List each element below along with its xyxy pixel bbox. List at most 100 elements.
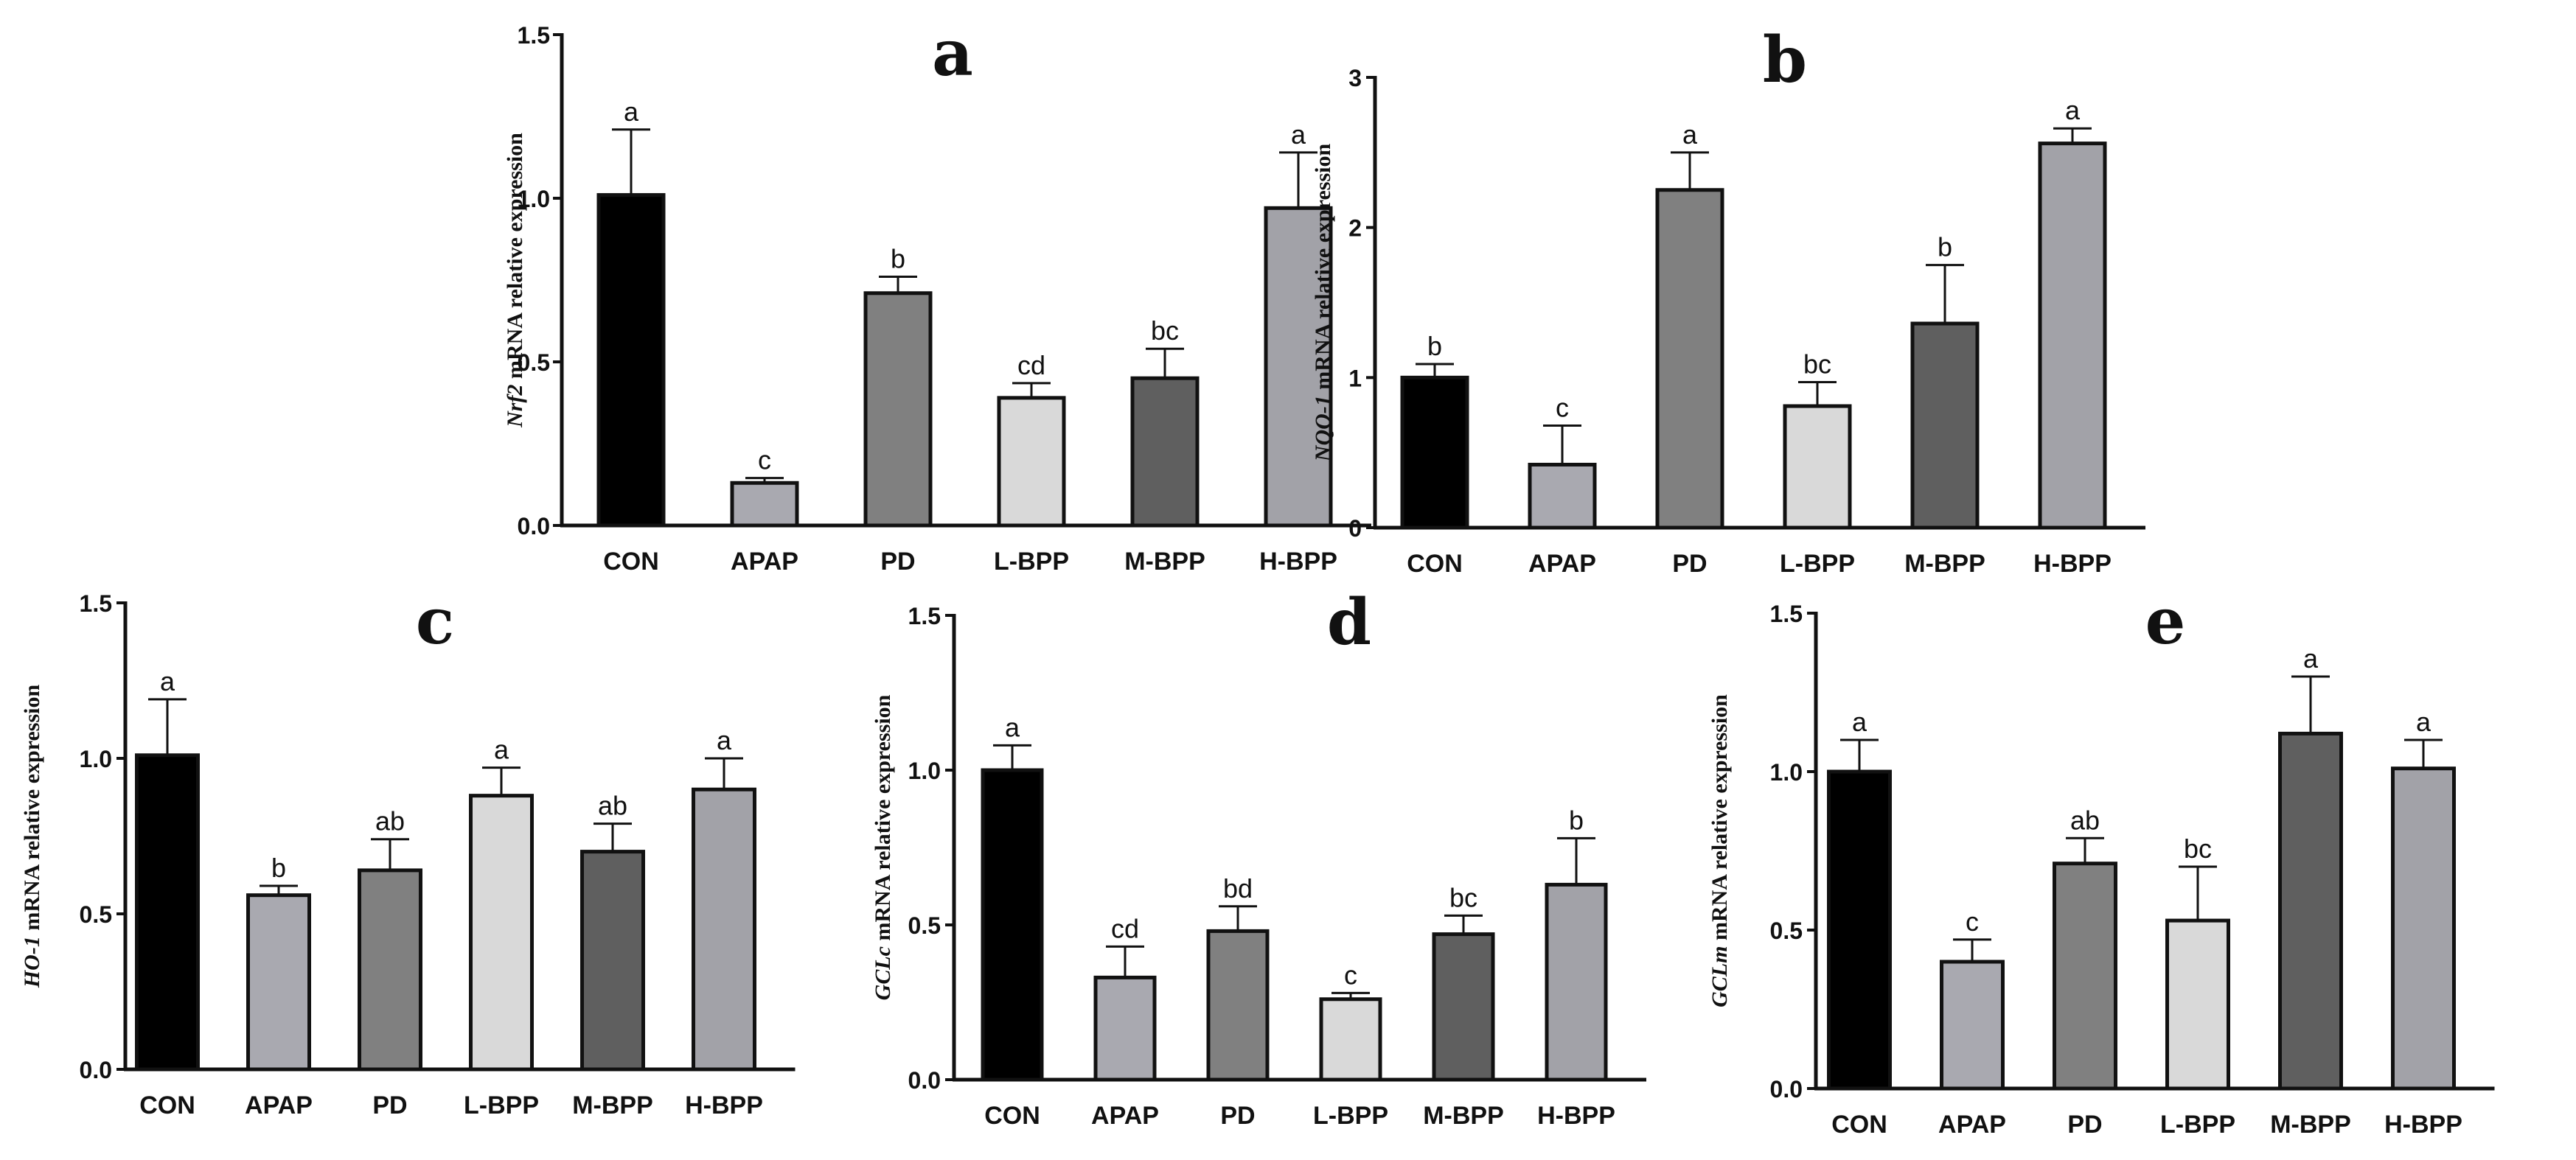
significance-label: ab xyxy=(375,806,405,836)
category-label: L-BPP xyxy=(464,1091,539,1119)
category-label: H-BPP xyxy=(1259,548,1337,576)
bar-l-bpp xyxy=(469,794,534,1072)
bar-h-bpp xyxy=(1545,882,1608,1082)
y-tick-label: 0.0 xyxy=(518,513,550,539)
y-axis-label-suffix: mRNA relative expression xyxy=(20,685,44,937)
significance-label: b xyxy=(1427,331,1442,361)
category-label: APAP xyxy=(1528,550,1596,578)
category-label: H-BPP xyxy=(1537,1102,1615,1130)
bar-apap xyxy=(1940,960,2005,1091)
significance-label: a xyxy=(717,725,732,755)
category-label: H-BPP xyxy=(685,1091,763,1119)
y-axis-label: Nrf2 mRNA relative expression xyxy=(503,133,527,428)
bar-l-bpp xyxy=(2165,918,2230,1091)
significance-label: ab xyxy=(2070,805,2100,835)
bar-pd xyxy=(1655,188,1724,530)
bar-con xyxy=(1400,375,1469,530)
y-tick-label: 1.0 xyxy=(1770,759,1803,786)
category-label: L-BPP xyxy=(2160,1111,2235,1139)
bar-m-bpp xyxy=(1130,376,1200,528)
chart-panel-d: a CON cd APAP bd PD c L-BPP bc M-BPP b H-BPP 0.0 0.5 1… xyxy=(871,585,1646,1130)
y-tick-label: 0.0 xyxy=(80,1057,112,1083)
significance-label: c xyxy=(1966,906,1979,937)
y-tick-label: 1.0 xyxy=(80,746,112,772)
significance-label: a xyxy=(2416,707,2431,737)
y-tick-label: 1.5 xyxy=(80,590,112,617)
y-axis-label-gene: NQO-1 xyxy=(1311,395,1335,462)
y-axis-label-gene: Nrf2 xyxy=(503,385,527,428)
y-axis-label: GCLm mRNA relative expression xyxy=(1708,694,1732,1007)
significance-label: bc xyxy=(2184,834,2212,864)
bar-h-bpp xyxy=(2038,141,2107,530)
significance-label: bc xyxy=(1449,882,1477,912)
y-axis-label-suffix: mRNA relative expression xyxy=(1311,144,1335,396)
y-tick-label: 3 xyxy=(1348,65,1362,91)
bar-pd xyxy=(358,868,422,1072)
y-tick-label: 1.5 xyxy=(518,22,550,49)
category-label: PD xyxy=(1672,550,1707,578)
significance-label: bc xyxy=(1803,349,1831,379)
bar-con xyxy=(1827,769,1892,1091)
category-label: APAP xyxy=(731,548,798,576)
bar-pd xyxy=(863,291,933,528)
significance-label: a xyxy=(494,735,509,765)
panel-letter: d xyxy=(1327,585,1371,660)
significance-label: a xyxy=(2065,95,2081,125)
category-label: M-BPP xyxy=(572,1091,653,1119)
y-axis-label: GCLc mRNA relative expression xyxy=(871,694,895,1000)
y-tick-label: 0.0 xyxy=(1770,1076,1803,1103)
bar-apap xyxy=(246,893,311,1072)
y-tick-label: 1.0 xyxy=(908,758,941,784)
category-label: PD xyxy=(372,1091,407,1119)
y-axis-label-gene: GCLm xyxy=(1708,946,1732,1007)
significance-label: c xyxy=(758,445,771,475)
category-label: L-BPP xyxy=(1780,550,1855,578)
bar-apap xyxy=(1528,462,1597,530)
significance-label: a xyxy=(1005,712,1020,742)
category-label: CON xyxy=(984,1102,1040,1130)
category-label: M-BPP xyxy=(1423,1102,1504,1130)
bar-m-bpp xyxy=(1432,932,1495,1082)
category-label: L-BPP xyxy=(1313,1102,1388,1130)
bar-m-bpp xyxy=(1910,321,1980,530)
y-axis-label-gene: GCLc xyxy=(871,946,895,1000)
panel-letter: a xyxy=(932,16,973,91)
significance-label: cd xyxy=(1017,350,1045,380)
significance-label: b xyxy=(1569,805,1584,835)
y-axis-label-gene: HO-1 xyxy=(20,936,44,988)
significance-label: cd xyxy=(1111,913,1139,943)
significance-label: a xyxy=(1291,119,1306,150)
significance-label: a xyxy=(160,666,175,696)
y-axis-label-suffix: mRNA relative expression xyxy=(503,133,527,385)
panel-letter: c xyxy=(416,584,454,659)
panel-letter: e xyxy=(2145,584,2186,659)
y-tick-label: 1 xyxy=(1348,365,1362,391)
y-tick-label: 0.5 xyxy=(908,912,941,939)
category-label: M-BPP xyxy=(1124,548,1205,576)
category-label: CON xyxy=(1407,550,1463,578)
category-label: PD xyxy=(2067,1111,2102,1139)
chart-panel-a: a CON c APAP b PD cd L-BPP bc M-BPP a H-BPP 0.0 0.5 1.… xyxy=(503,16,1371,576)
bar-pd xyxy=(1206,929,1270,1082)
bar-apap xyxy=(730,481,799,528)
category-label: H-BPP xyxy=(2033,550,2112,578)
bar-l-bpp xyxy=(1783,404,1852,530)
significance-label: a xyxy=(624,97,639,127)
bar-h-bpp xyxy=(2391,766,2456,1091)
y-axis-label: NQO-1 mRNA relative expression xyxy=(1311,144,1335,463)
significance-label: b xyxy=(1938,232,1952,262)
significance-label: b xyxy=(891,244,905,274)
y-tick-label: 2 xyxy=(1348,215,1362,242)
category-label: M-BPP xyxy=(2270,1111,2351,1139)
y-axis-label-suffix: mRNA relative expression xyxy=(1708,694,1732,946)
chart-panel-e: a CON c APAP ab PD bc L-BPP a M-BPP a H-BPP 0.0 0.5 1.… xyxy=(1708,584,2495,1139)
y-axis-label: HO-1 mRNA relative expression xyxy=(20,685,44,989)
category-label: H-BPP xyxy=(2384,1111,2462,1139)
y-tick-label: 0.5 xyxy=(80,901,112,928)
significance-label: a xyxy=(2303,643,2319,674)
y-tick-label: 0.5 xyxy=(1770,918,1803,944)
y-tick-label: 0.0 xyxy=(908,1067,941,1094)
bar-m-bpp xyxy=(2278,731,2343,1091)
significance-label: a xyxy=(1682,119,1698,150)
bar-con xyxy=(135,753,200,1072)
